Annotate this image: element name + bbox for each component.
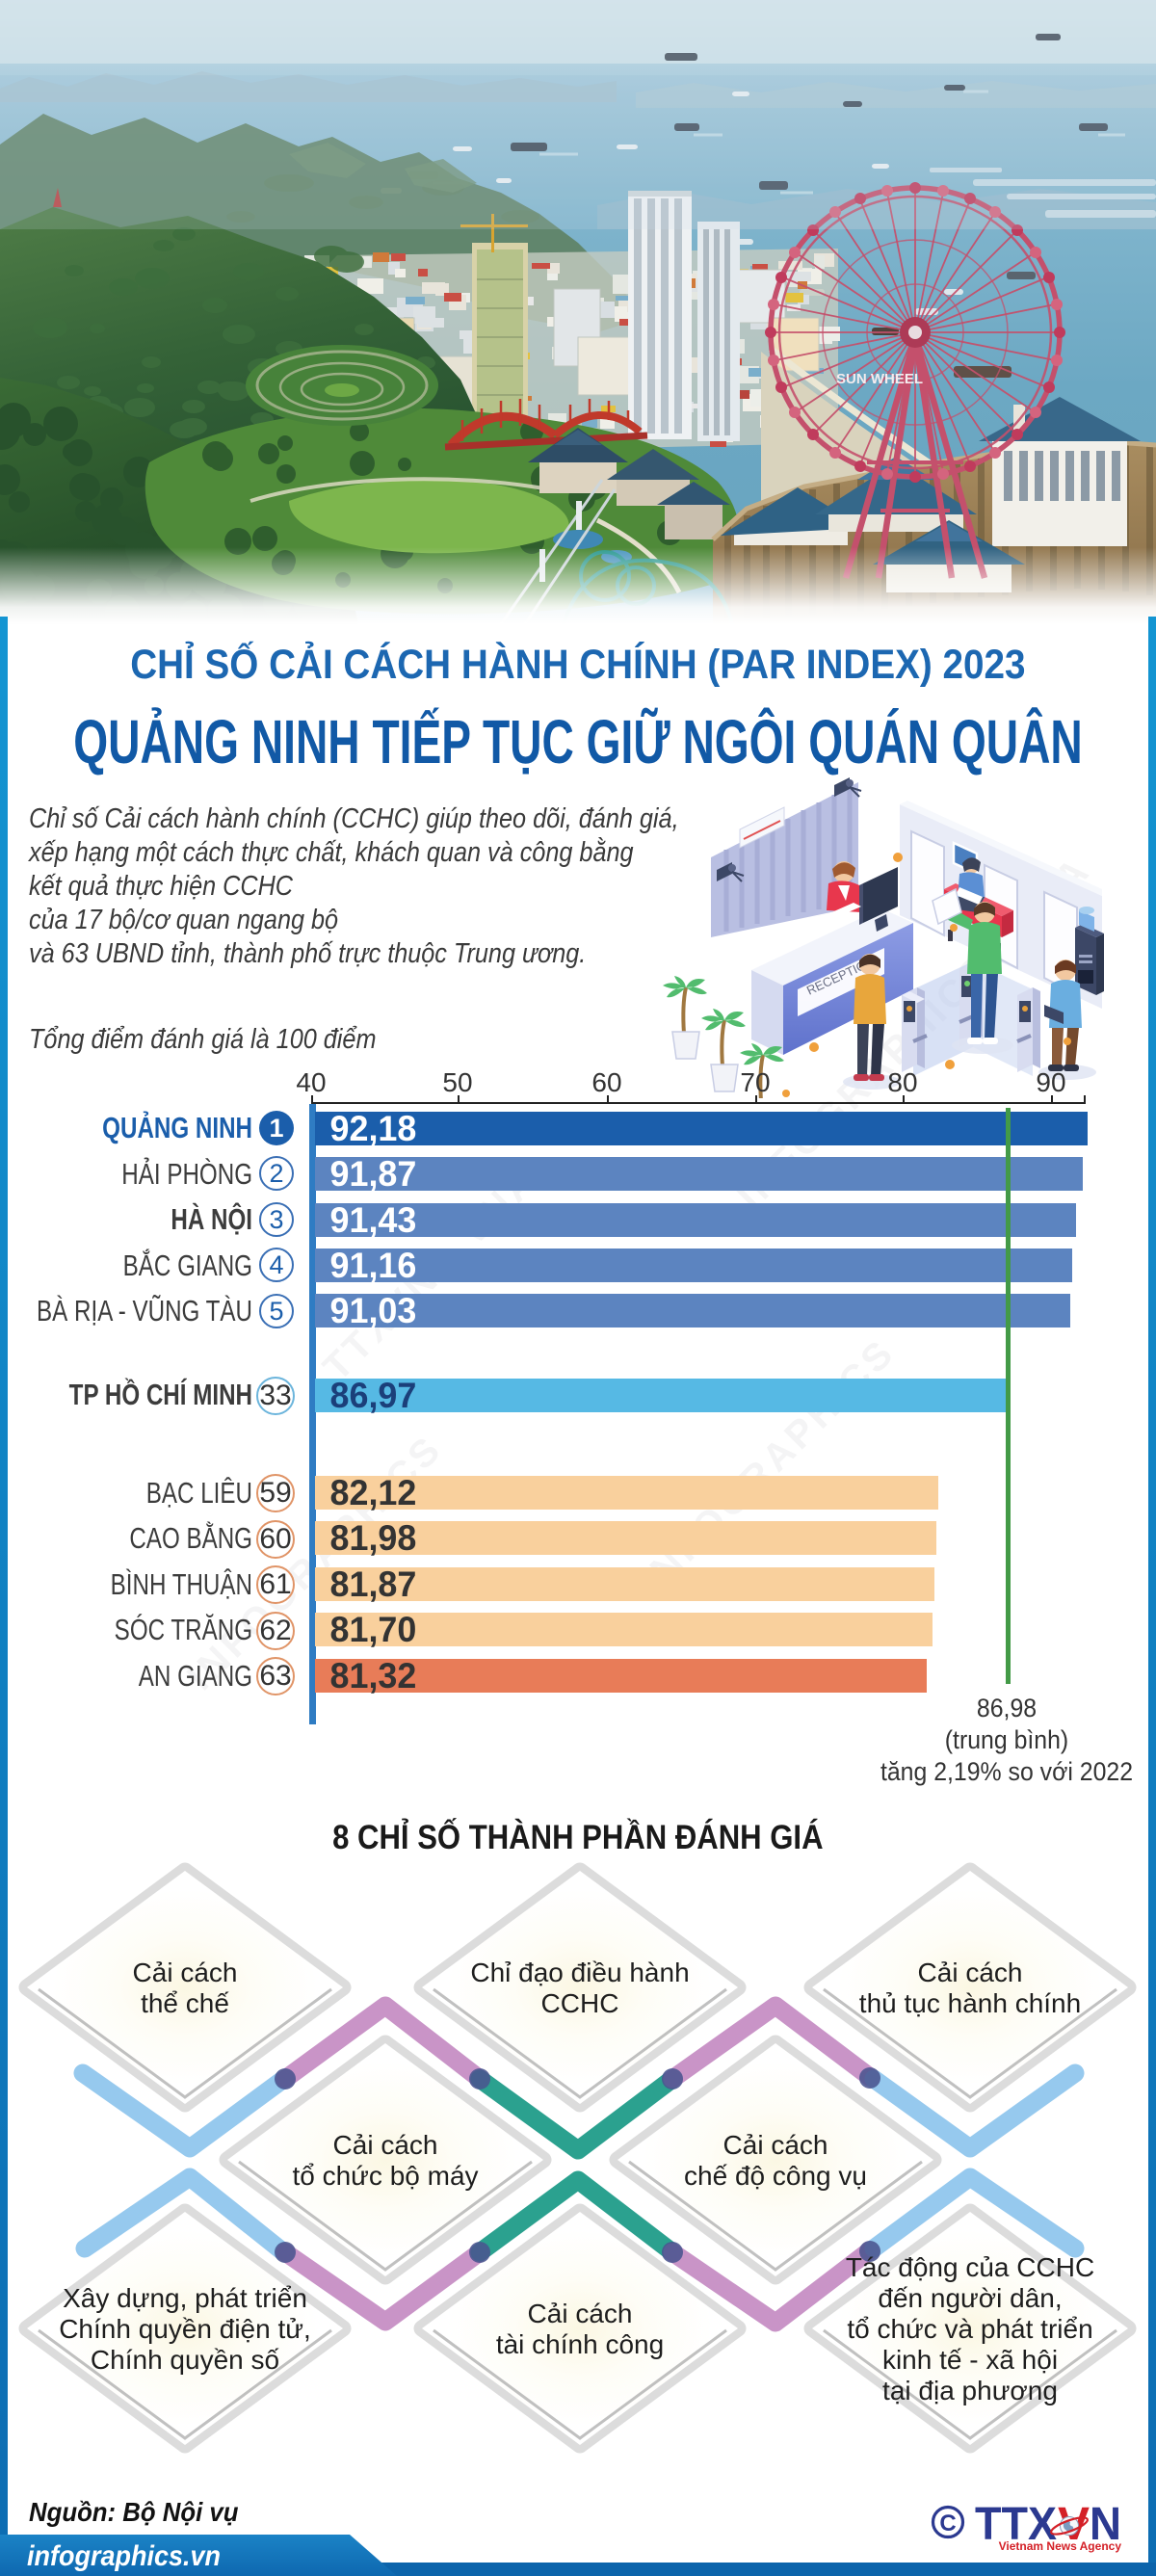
svg-text:Cải cách: Cải cách [918,1958,1023,1987]
svg-text:C: C [939,2510,956,2537]
svg-text:Vietnam News Agency: Vietnam News Agency [999,2539,1122,2553]
svg-text:thể chế: thể chế [141,1988,229,2018]
svg-text:thủ tục hành chính: thủ tục hành chính [859,1988,1081,2018]
svg-text:tại địa phương: tại địa phương [882,2376,1058,2405]
svg-text:Chính quyền điện tử,: Chính quyền điện tử, [59,2314,311,2344]
svg-text:Cải cách: Cải cách [723,2130,828,2160]
svg-text:Xây dựng, phát triển: Xây dựng, phát triển [63,2283,307,2313]
svg-text:Tác động của CCHC: Tác động của CCHC [846,2252,1094,2282]
svg-text:Cải cách: Cải cách [333,2130,438,2160]
svg-text:tổ chức và phát triển: tổ chức và phát triển [847,2314,1092,2344]
svg-text:TTX: TTX [975,2499,1057,2550]
svg-text:tài chính công: tài chính công [496,2329,664,2359]
svg-text:SUN WHEEL: SUN WHEEL [836,371,923,387]
svg-text:Chính quyền số: Chính quyền số [91,2345,280,2375]
svg-text:kinh tế - xã hội: kinh tế - xã hội [882,2345,1058,2375]
svg-text:CCHC: CCHC [541,1988,619,2018]
svg-text:N: N [1090,2499,1121,2550]
svg-text:Chỉ đạo điều hành: Chỉ đạo điều hành [470,1958,689,1987]
svg-text:đến người dân,: đến người dân, [878,2283,1062,2313]
svg-text:chế độ công vụ: chế độ công vụ [684,2161,867,2191]
svg-text:Cải cách: Cải cách [133,1958,238,1987]
svg-text:Cải cách: Cải cách [528,2299,633,2328]
svg-text:tổ chức bộ máy: tổ chức bộ máy [292,2161,478,2191]
